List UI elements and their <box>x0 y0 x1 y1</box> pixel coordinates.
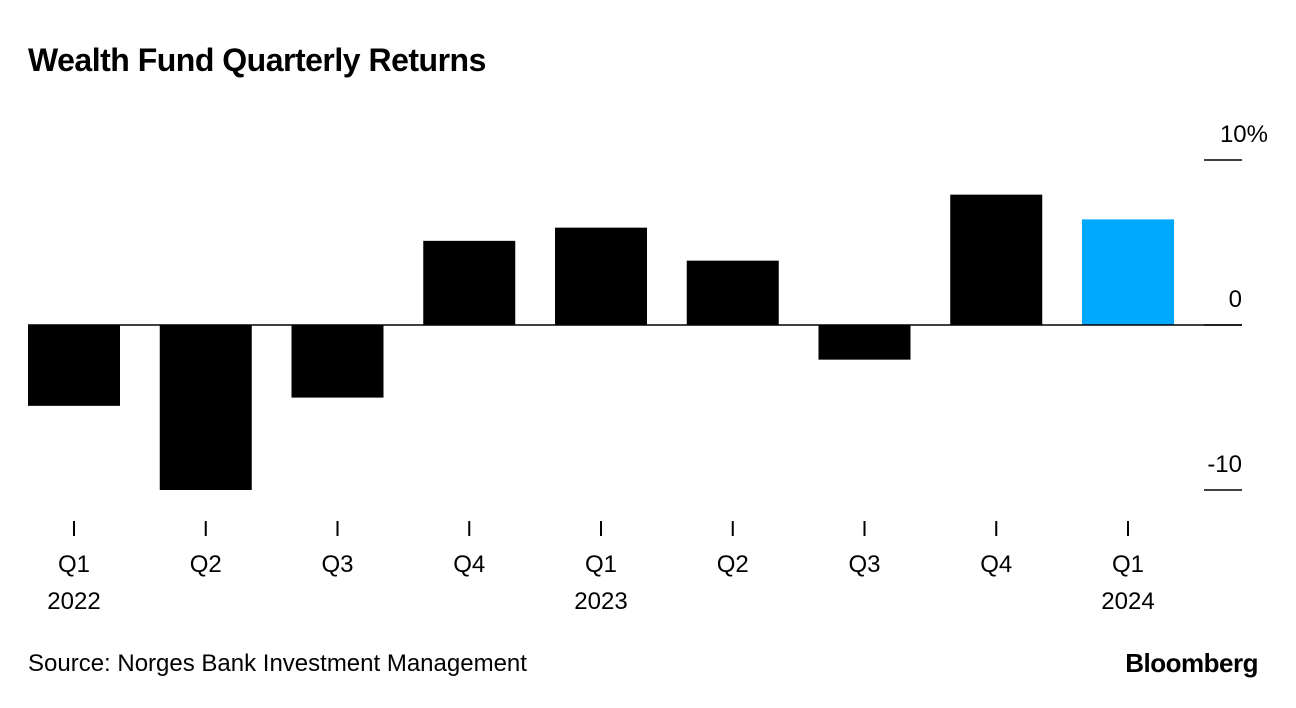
bar <box>159 325 252 490</box>
x-tick-label: Q4 <box>980 551 1012 578</box>
bloomberg-logo: Bloomberg <box>1125 648 1258 678</box>
bar <box>28 325 120 406</box>
bar <box>686 260 779 325</box>
bar <box>423 240 516 325</box>
x-tick-label: Q3 <box>321 551 353 578</box>
y-tick-label: -10 <box>1207 451 1242 478</box>
bar <box>291 325 384 398</box>
x-tick-label: Q2 <box>717 551 749 578</box>
x-year-label: 2023 <box>574 588 627 615</box>
x-tick-label: Q1 <box>1112 551 1144 578</box>
bar <box>950 194 1043 325</box>
x-tick-label: Q1 <box>58 551 90 578</box>
bar <box>818 325 911 360</box>
x-tick-label: Q2 <box>190 551 222 578</box>
bar <box>1082 219 1174 325</box>
x-year-label: 2022 <box>47 588 100 615</box>
x-tick-label: Q3 <box>848 551 880 578</box>
chart-title: Wealth Fund Quarterly Returns <box>28 42 486 78</box>
bar <box>555 227 647 325</box>
x-tick-label: Q1 <box>585 551 617 578</box>
x-tick-label: Q4 <box>453 551 485 578</box>
x-year-label: 2024 <box>1101 588 1154 615</box>
source-note: Source: Norges Bank Investment Managemen… <box>28 650 527 677</box>
y-tick-label: 0 <box>1229 286 1242 313</box>
y-tick-label: 10% <box>1220 121 1268 148</box>
